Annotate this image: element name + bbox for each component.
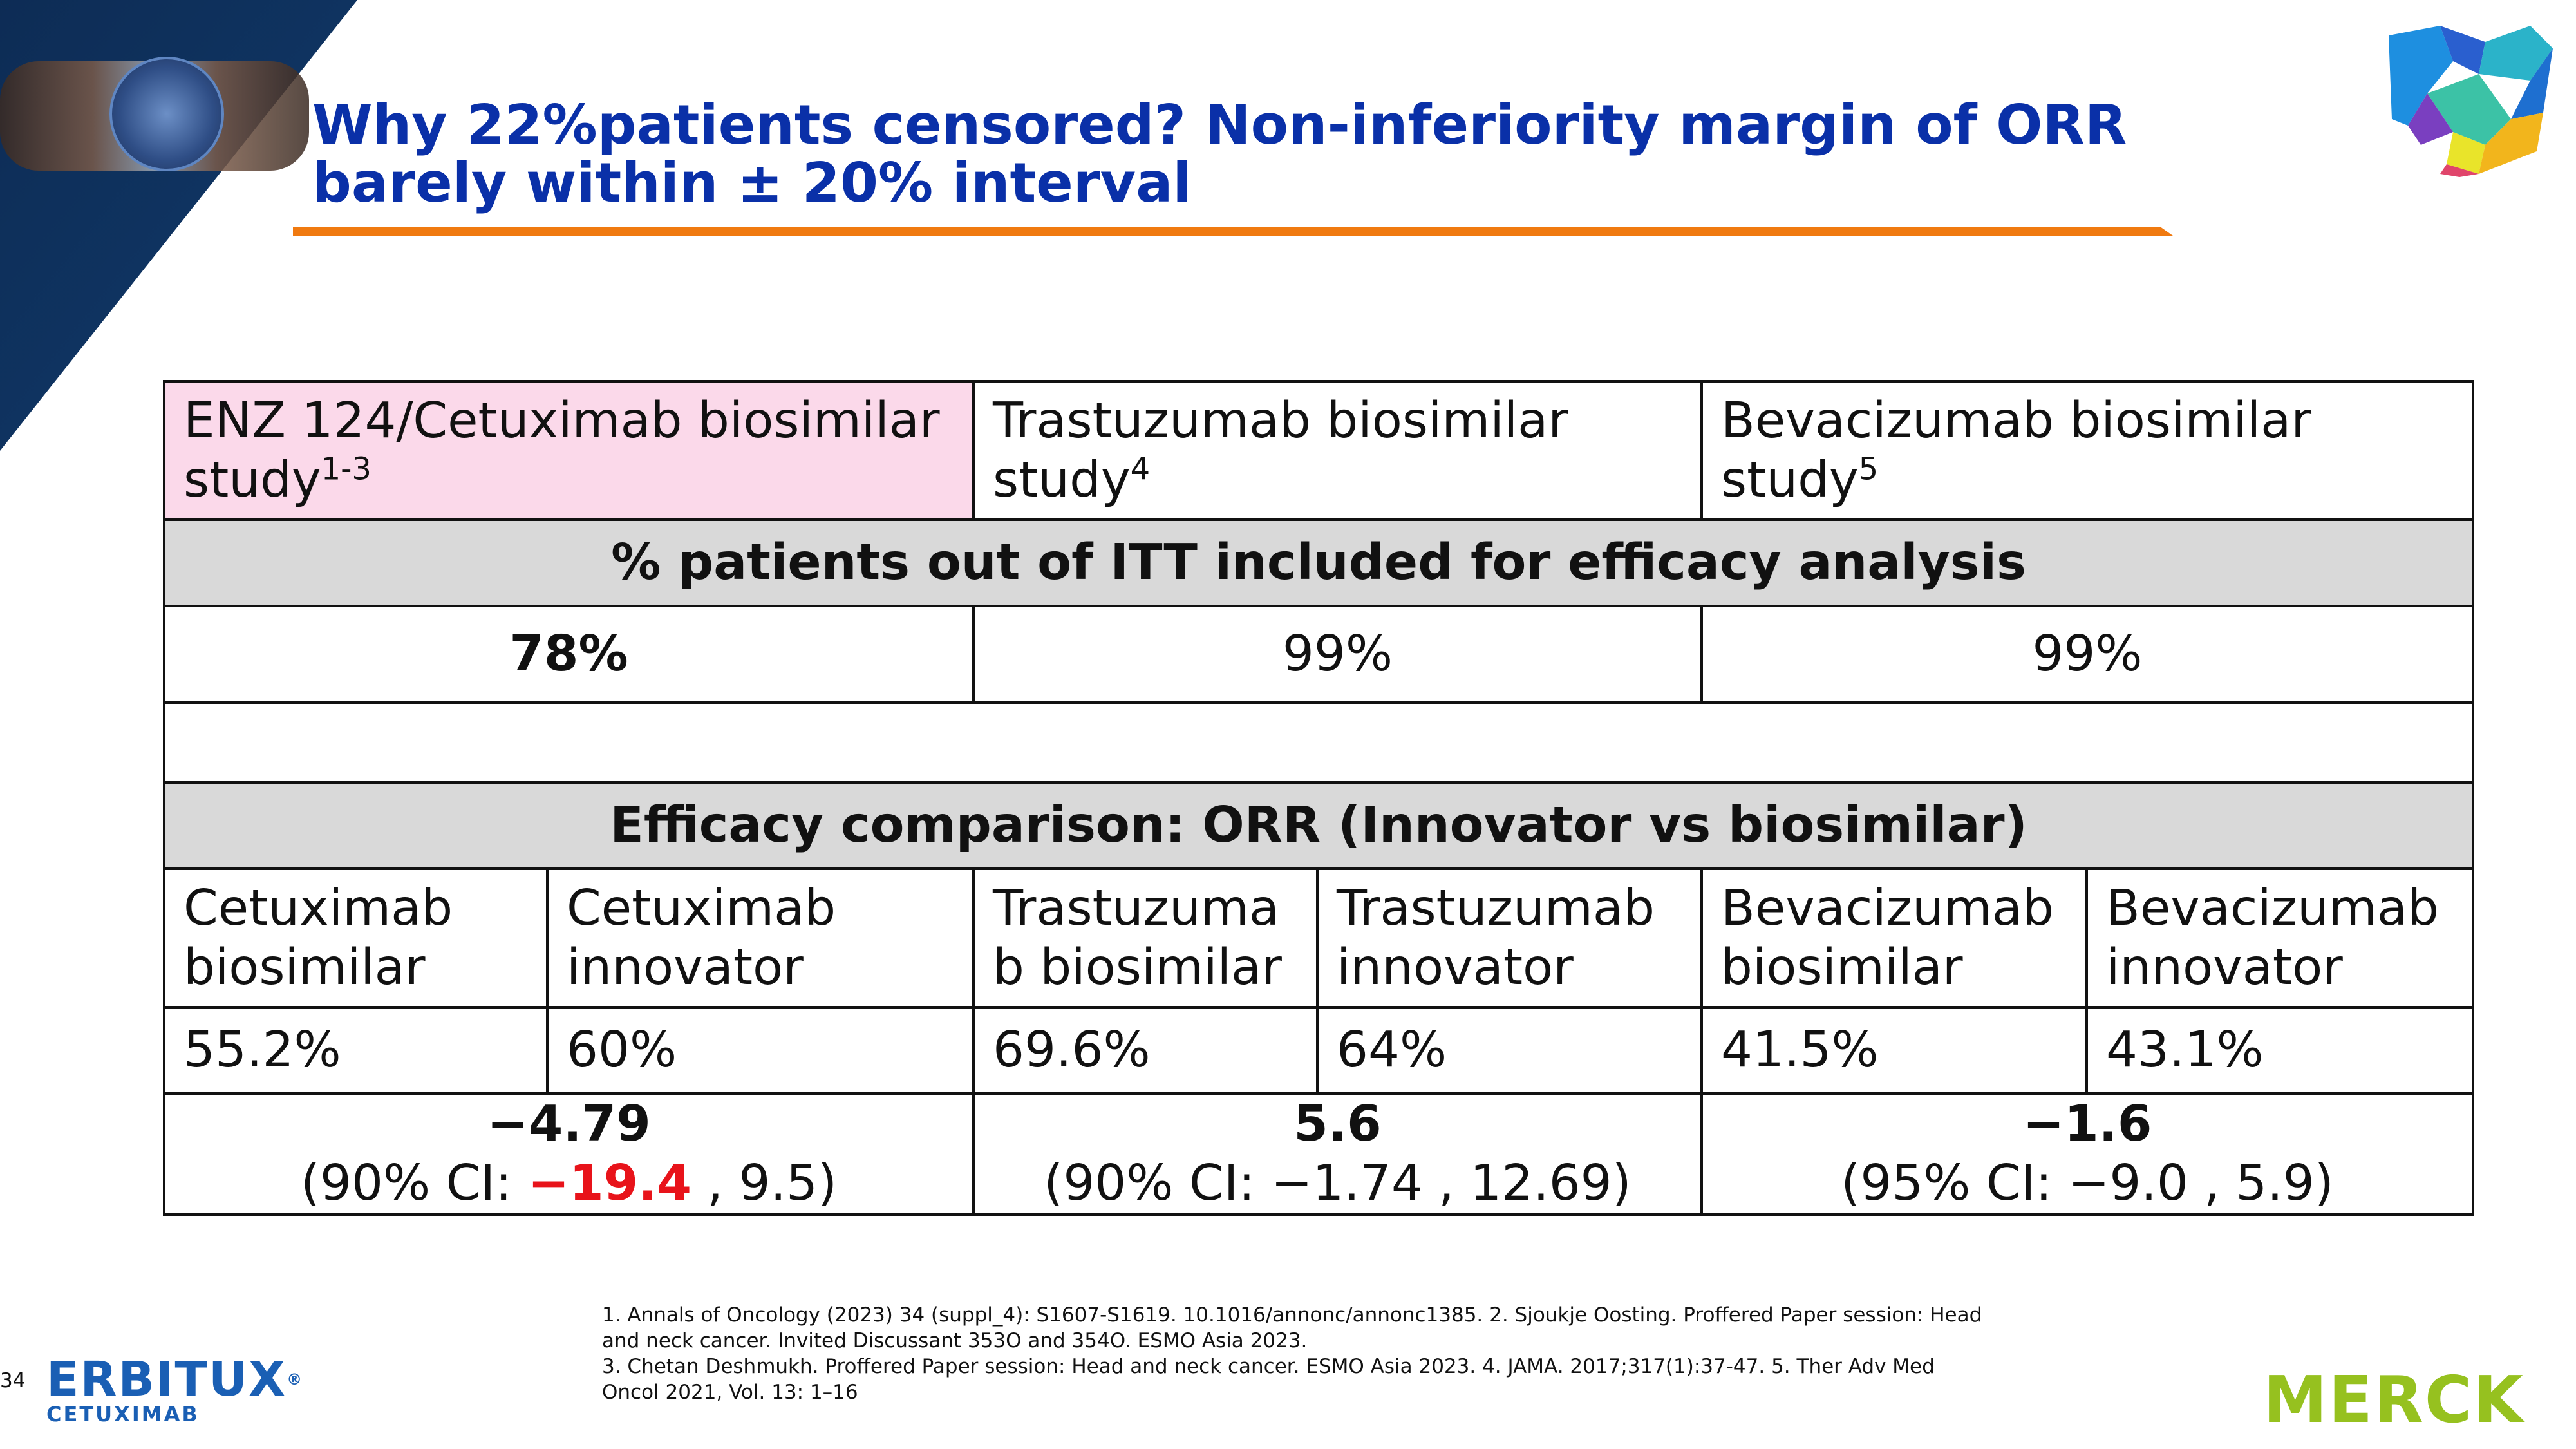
difference-estimate: −4.79 xyxy=(487,1095,651,1153)
arm-label: Cetuximab biosimilar xyxy=(163,867,549,1009)
colorful-abstract-logo-icon xyxy=(2389,26,2553,177)
ci-lower-bound: −19.4 xyxy=(527,1155,692,1212)
orr-row: 55.2% 60% 69.6% 64% 41.5% 43.1% xyxy=(163,1006,2475,1095)
confidence-interval: (95% CI: −9.0 , 5.9) xyxy=(1841,1155,2334,1212)
footnote-line: Oncol 2021, Vol. 13: 1–16 xyxy=(602,1381,858,1404)
itt-value-cetuximab: 78% xyxy=(163,605,975,704)
header-cetuximab-study: ENZ 124/Cetuximab biosimilar study1-3 xyxy=(163,380,975,521)
comparison-table: ENZ 124/Cetuximab biosimilar study1-3 Tr… xyxy=(162,380,2475,1216)
orr-value: 43.1% xyxy=(2085,1006,2475,1095)
header-trastuzumab-study: Trastuzumab biosimilar study4 xyxy=(972,380,1704,521)
arm-label: Trastuzuma b biosimilar xyxy=(972,867,1319,1009)
arm-label-row: Cetuximab biosimilar Cetuximab innovator… xyxy=(163,867,2475,1009)
arm-label: Bevacizumab innovator xyxy=(2085,867,2475,1009)
table-header-row: ENZ 124/Cetuximab biosimilar study1-3 Tr… xyxy=(163,380,2475,521)
arm-label: Bevacizumab biosimilar xyxy=(1700,867,2089,1009)
title-line-1: Why 22%patients censored? Non-inferiorit… xyxy=(312,93,2127,157)
orr-value: 64% xyxy=(1315,1006,1704,1095)
difference-estimate: −1.6 xyxy=(2022,1095,2152,1153)
difference-row: −4.79 (90% CI: −19.4 , 9.5) 5.6 (90% CI:… xyxy=(163,1092,2475,1216)
orr-value: 55.2% xyxy=(163,1006,549,1095)
title-underline xyxy=(293,227,2173,236)
handshake-globe-icon xyxy=(109,57,224,171)
erbitux-logo: ERBITUX® CETUXIMAB xyxy=(46,1356,303,1425)
spacer-row xyxy=(162,701,2475,784)
ci-lower-bound: −1.74 xyxy=(1270,1155,1423,1212)
itt-value-bevacizumab: 99% xyxy=(1700,605,2475,704)
band-itt: % patients out of ITT included for effic… xyxy=(162,518,2475,607)
arm-label: Trastuzumab innovator xyxy=(1315,867,1704,1009)
merck-logo: MERCK xyxy=(2263,1362,2524,1437)
band-row: Efficacy comparison: ORR (Innovator vs b… xyxy=(162,781,2475,870)
band-row: % patients out of ITT included for effic… xyxy=(162,518,2475,607)
erbitux-subtitle: CETUXIMAB xyxy=(46,1402,200,1426)
difference-cetuximab: −4.79 (90% CI: −19.4 , 9.5) xyxy=(163,1092,975,1216)
orr-value: 69.6% xyxy=(972,1006,1319,1095)
erbitux-wordmark: ERBITUX® xyxy=(46,1352,304,1407)
title-line-2: barely within ± 20% interval xyxy=(312,151,1192,215)
orr-value: 60% xyxy=(546,1006,975,1095)
band-efficacy: Efficacy comparison: ORR (Innovator vs b… xyxy=(162,781,2475,870)
page-number: 34 xyxy=(0,1369,26,1392)
footnote-line: 1. Annals of Oncology (2023) 34 (suppl_4… xyxy=(602,1303,1982,1327)
footnotes: 1. Annals of Oncology (2023) 34 (suppl_4… xyxy=(602,1302,2224,1405)
ci-lower-bound: −9.0 xyxy=(2067,1155,2188,1212)
footnote-line: and neck cancer. Invited Discussant 353O… xyxy=(602,1329,1308,1352)
header-bevacizumab-study: Bevacizumab biosimilar study5 xyxy=(1700,380,2475,521)
orr-value: 41.5% xyxy=(1700,1006,2089,1095)
table-row: 78% 99% 99% xyxy=(163,605,2475,704)
slide-title: Why 22%patients censored? Non-inferiorit… xyxy=(312,97,2244,213)
confidence-interval: (90% CI: −19.4 , 9.5) xyxy=(301,1155,837,1212)
empty-cell xyxy=(162,701,2475,784)
itt-value-trastuzumab: 99% xyxy=(972,605,1704,704)
confidence-interval: (90% CI: −1.74 , 12.69) xyxy=(1044,1155,1631,1212)
difference-trastuzumab: 5.6 (90% CI: −1.74 , 12.69) xyxy=(972,1092,1704,1216)
difference-bevacizumab: −1.6 (95% CI: −9.0 , 5.9) xyxy=(1700,1092,2475,1216)
arm-label: Cetuximab innovator xyxy=(546,867,975,1009)
footnote-line: 3. Chetan Deshmukh. Proffered Paper sess… xyxy=(602,1355,1935,1378)
difference-estimate: 5.6 xyxy=(1293,1095,1382,1153)
